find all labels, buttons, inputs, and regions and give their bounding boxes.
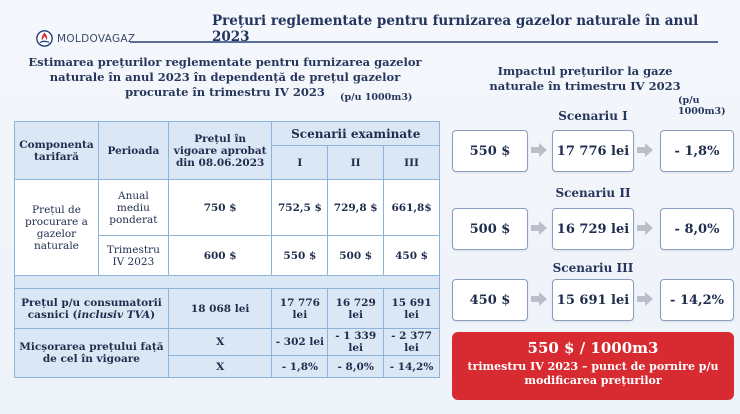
scenario-2-change: - 8,0% (660, 208, 734, 250)
impact-unit: (p/u 1000m3) (678, 95, 726, 117)
tariff-table: Componenta tarifară Perioada Prețul în v… (14, 121, 440, 378)
scenario-3-tariff: 15 691 lei (552, 279, 634, 321)
scenario-1-gas-price: 550 $ (452, 130, 528, 172)
header-scenario-3: III (383, 145, 440, 180)
cell-price-q4: 600 $ (167, 235, 273, 276)
cell-percent-s1: - 1,8% (271, 355, 329, 378)
cell-reduction-s2: - 1 339 lei (327, 328, 385, 356)
cell-reduction-label: Micșorarea prețului față de cel în vigoa… (14, 328, 169, 378)
scenario-3-gas-price: 450 $ (452, 279, 528, 321)
cell-percent-s3: - 14,2% (383, 355, 440, 378)
cell-reduction-s3: - 2 377 lei (383, 328, 440, 356)
arrow-right-icon (531, 221, 547, 235)
cell-period-annual: Anual mediu ponderat (97, 179, 169, 236)
logo-text: MOLDOVAGAZ (57, 32, 136, 45)
cell-household-s3: 15 691 lei (383, 288, 440, 329)
cell-reduction-current: X (167, 328, 273, 356)
scenario-2-tariff: 16 729 lei (552, 208, 634, 250)
cell-q4-s1: 550 $ (271, 235, 329, 276)
cell-annual-s1: 752,5 $ (271, 179, 329, 236)
table-spacer (14, 275, 440, 289)
title-divider (130, 41, 718, 43)
arrow-right-icon (637, 143, 653, 157)
header-scenarios: Scenarii examinate (271, 121, 440, 146)
cell-reduction-s1: - 302 lei (271, 328, 329, 356)
banner-caption-line-1: trimestru IV 2023 – punct de pornire p/u (467, 360, 719, 373)
header-period: Perioada (97, 121, 169, 180)
cell-q4-s2: 500 $ (327, 235, 385, 276)
arrow-right-icon (531, 143, 547, 157)
cell-household-current: 18 068 lei (167, 288, 273, 329)
cell-period-q4: Trimestru IV 2023 (97, 235, 169, 276)
scenario-2-label: Scenariu II (555, 186, 631, 200)
cell-household-s2: 16 729 lei (327, 288, 385, 329)
cell-household-price-label: Prețul p/u consumatorii casnici (inclusi… (14, 288, 169, 329)
cell-price-annual: 750 $ (167, 179, 273, 236)
arrow-right-icon (637, 292, 653, 306)
header-scenario-1: I (271, 145, 329, 180)
cell-percent-s2: - 8,0% (327, 355, 385, 378)
banner-caption-line-2: modificarea prețurilor (524, 374, 662, 387)
scenario-3-change: - 14,2% (660, 279, 734, 321)
starting-point-banner: 550 $ / 1000m3 trimestru IV 2023 – punct… (452, 332, 734, 400)
scenario-1-tariff: 17 776 lei (552, 130, 634, 172)
scenario-1-change: - 1,8% (660, 130, 734, 172)
arrow-right-icon (531, 292, 547, 306)
cell-component-procurement: Prețul de procurare a gazelor naturale (14, 179, 99, 276)
cell-percent-current: X (167, 355, 273, 378)
banner-price: 550 $ / 1000m3 (527, 339, 659, 357)
cell-q4-s3: 450 $ (383, 235, 440, 276)
scenario-3-label: Scenariu III (552, 261, 634, 275)
scenario-2-gas-price: 500 $ (452, 208, 528, 250)
table-unit: (p/u 1000m3) (340, 92, 413, 103)
arrow-right-icon (637, 221, 653, 235)
impact-heading: Impactul prețurilor la gaze naturale în … (489, 64, 681, 93)
scenario-1-label: Scenariu I (558, 109, 628, 123)
header-component: Componenta tarifară (14, 121, 99, 180)
flame-logo-icon (36, 30, 53, 47)
header-scenario-2: II (327, 145, 385, 180)
cell-annual-s2: 729,8 $ (327, 179, 385, 236)
header-current-price: Prețul în vigoare aprobat din 08.06.2023 (167, 121, 273, 180)
moldovagaz-logo: MOLDOVAGAZ (36, 30, 135, 47)
cell-annual-s3: 661,8$ (383, 179, 440, 236)
table-heading: Estimarea prețurilor reglementate pentru… (28, 55, 422, 99)
cell-household-s1: 17 776 lei (271, 288, 329, 329)
